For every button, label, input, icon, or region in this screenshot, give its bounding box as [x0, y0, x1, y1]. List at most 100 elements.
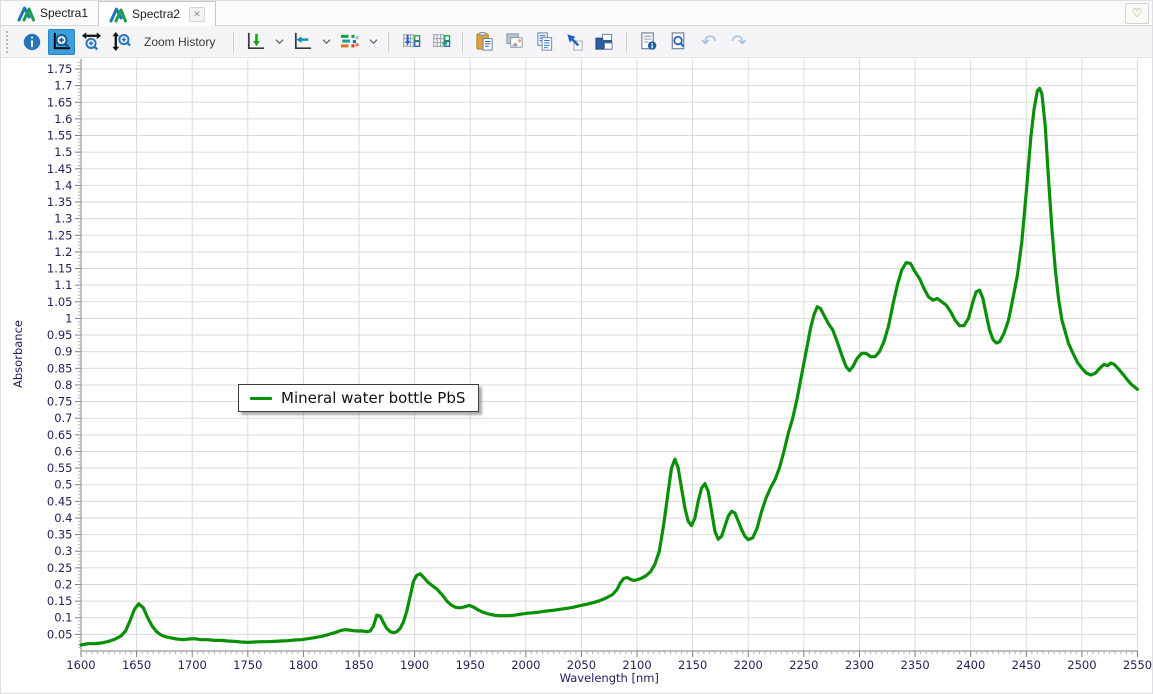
undo-button[interactable]: ↶ [695, 29, 722, 55]
x-tick-label: 2000 [511, 658, 540, 672]
tab-spectra2[interactable]: Spectra2 ✕ [98, 1, 216, 26]
tab-bar: Spectra1 Spectra2 ✕ ♡ [1, 1, 1152, 26]
y-tick-label: 1.35 [47, 195, 73, 209]
toolbar-separator [388, 32, 389, 52]
zoom-to-range-button[interactable] [48, 29, 75, 55]
y-tick-label: 0.7 [54, 411, 72, 425]
y-tick-label: 1.2 [54, 245, 72, 259]
spectrum-info-button[interactable] [635, 29, 662, 55]
info-button[interactable] [18, 29, 45, 55]
x-tick-label: 2350 [900, 658, 929, 672]
copy-image-button[interactable] [501, 29, 528, 55]
tab-close-icon[interactable]: ✕ [189, 7, 205, 22]
y-tick-label: 1.5 [54, 145, 72, 159]
zoom-vertical-button[interactable] [108, 29, 135, 55]
axis-left-arrow-icon [292, 31, 313, 52]
redo-button[interactable]: ↷ [725, 29, 752, 55]
y-tick-label: 1 [65, 311, 72, 325]
y-tick-label: 0.75 [47, 395, 73, 409]
data-table-import-button[interactable] [397, 29, 424, 55]
y-tick-label: 1.1 [54, 278, 72, 292]
spectrum-chart-area[interactable]: 1600165017001750180018501900195020002050… [1, 58, 1153, 694]
spectrum-curve [81, 88, 1138, 645]
y-tick-label: 0.35 [47, 528, 73, 542]
y-tick-label: 0.05 [47, 627, 73, 641]
x-tick-label: 2200 [734, 658, 763, 672]
y-tick-label: 1.6 [54, 112, 72, 126]
autoscale-y-dropdown[interactable] [272, 29, 286, 55]
data-table-export-button[interactable] [427, 29, 454, 55]
y-tick-label: 0.65 [47, 428, 73, 442]
x-tick-label: 1950 [456, 658, 485, 672]
favorites-heart-button[interactable]: ♡ [1125, 3, 1149, 24]
tab-label: Spectra1 [40, 6, 88, 20]
y-tick-label: 0.45 [47, 494, 73, 508]
zoom-horizontal-icon [81, 31, 102, 52]
y-tick-label: 1.65 [47, 95, 73, 109]
display-colors-dropdown[interactable] [366, 29, 380, 55]
y-tick-label: 1.15 [47, 262, 73, 276]
document-info-icon [638, 31, 659, 52]
app-logo-icon [109, 6, 127, 23]
y-tick-label: 0.5 [54, 478, 72, 492]
x-axis-title: Wavelength [nm] [560, 671, 659, 685]
document-search-icon [668, 31, 689, 52]
y-tick-label: 1.3 [54, 212, 72, 226]
x-tick-label: 2450 [1012, 658, 1041, 672]
y-tick-label: 1.25 [47, 228, 73, 242]
zoom-horizontal-button[interactable] [78, 29, 105, 55]
x-tick-label: 2500 [1067, 658, 1096, 672]
y-tick-label: 0.95 [47, 328, 73, 342]
x-tick-label: 1700 [178, 658, 207, 672]
zoom-vertical-icon [111, 31, 132, 52]
info-icon [22, 32, 42, 52]
y-tick-label: 0.55 [47, 461, 73, 475]
chart-legend[interactable]: Mineral water bottle PbS [238, 384, 479, 412]
y-tick-label: 1.7 [54, 79, 72, 93]
chevron-down-icon [322, 38, 331, 45]
zoom-history-button[interactable]: Zoom History [138, 35, 225, 49]
x-tick-label: 2250 [789, 658, 818, 672]
y-tick-label: 1.55 [47, 129, 73, 143]
y-axis-title: Absorbance [11, 320, 25, 388]
x-tick-label: 1800 [289, 658, 318, 672]
copy-icon [534, 31, 555, 52]
arrow-up-left-icon [564, 31, 585, 52]
autoscale-x-button[interactable] [289, 29, 316, 55]
copy-button[interactable] [531, 29, 558, 55]
autoscale-x-dropdown[interactable] [319, 29, 333, 55]
zoom-axes-icon [51, 31, 72, 52]
table-export-icon [430, 31, 451, 52]
toolbar-grip-handle[interactable] [6, 31, 12, 53]
select-arrow-button[interactable] [561, 29, 588, 55]
x-tick-label: 2400 [956, 658, 985, 672]
legend-label: Mineral water bottle PbS [281, 389, 465, 407]
y-tick-label: 0.25 [47, 561, 73, 575]
tab-spectra1[interactable]: Spectra1 [7, 1, 98, 25]
y-tick-label: 1.75 [47, 62, 73, 76]
display-colors-button[interactable] [336, 29, 363, 55]
toolbar-separator [626, 32, 627, 52]
x-tick-label: 2550 [1123, 658, 1152, 672]
spectrum-plot[interactable]: 1600165017001750180018501900195020002050… [1, 58, 1153, 694]
folders-icon [594, 31, 615, 52]
autoscale-y-button[interactable] [242, 29, 269, 55]
x-tick-label: 2050 [567, 658, 596, 672]
x-tick-label: 2300 [845, 658, 874, 672]
y-tick-label: 0.15 [47, 594, 73, 608]
y-tick-label: 1.05 [47, 295, 73, 309]
y-tick-label: 0.8 [54, 378, 72, 392]
paste-button[interactable] [471, 29, 498, 55]
y-tick-label: 0.6 [54, 444, 72, 458]
copy-image-icon [504, 31, 525, 52]
y-tick-label: 0.2 [54, 577, 72, 591]
x-tick-label: 2150 [678, 658, 707, 672]
toolbar: Zoom History [1, 26, 1152, 58]
windows-button[interactable] [591, 29, 618, 55]
table-import-icon [400, 31, 421, 52]
y-tick-label: 0.4 [54, 511, 72, 525]
print-preview-button[interactable] [665, 29, 692, 55]
x-tick-label: 1750 [233, 658, 262, 672]
app-window: Spectra1 Spectra2 ✕ ♡ [0, 0, 1153, 694]
chevron-down-icon [275, 38, 284, 45]
